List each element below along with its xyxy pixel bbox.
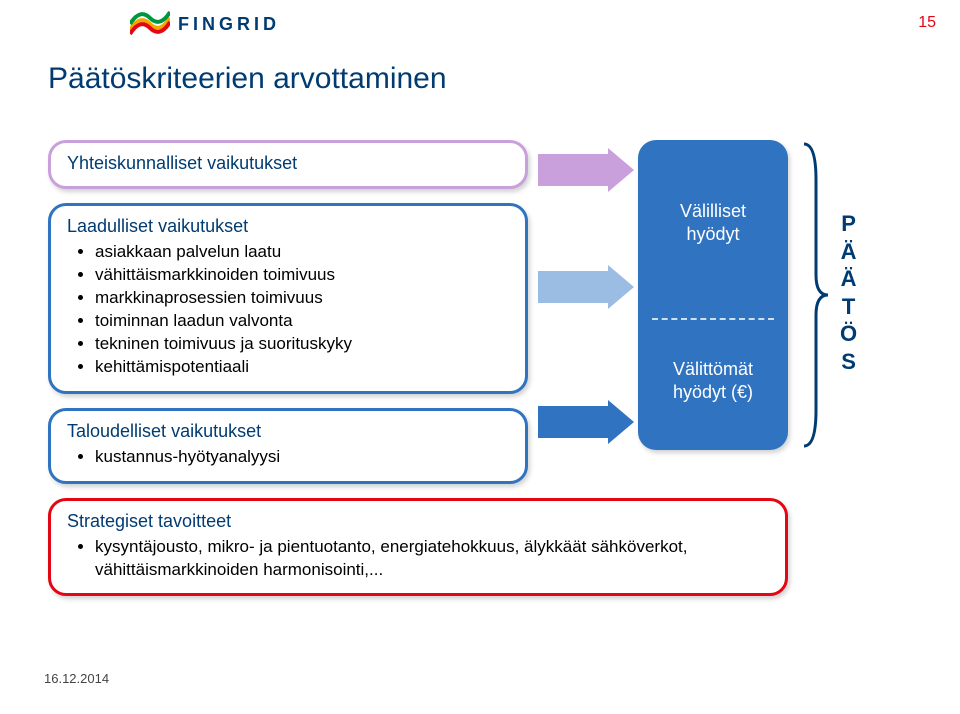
left-column: Yhteiskunnalliset vaikutukset Laadullise… bbox=[48, 140, 528, 498]
benefits-lower-l1: Välittömät bbox=[638, 358, 788, 381]
box-social: Yhteiskunnalliset vaikutukset bbox=[48, 140, 528, 189]
logo-text: FINGRID bbox=[178, 14, 280, 35]
list-item: markkinaprosessien toimivuus bbox=[95, 287, 509, 310]
footer-date: 16.12.2014 bbox=[44, 671, 109, 686]
box-social-label: Yhteiskunnalliset vaikutukset bbox=[67, 153, 509, 174]
list-item: kustannus-hyötyanalyysi bbox=[95, 446, 509, 469]
list-item: toiminnan laadun valvonta bbox=[95, 310, 509, 333]
box-strategic: Strategiset tavoitteet kysyntäjousto, mi… bbox=[48, 498, 788, 597]
decision-letter: S bbox=[840, 348, 857, 376]
benefits-upper-l1: Välilliset bbox=[638, 200, 788, 223]
list-item: tekninen toimivuus ja suorituskyky bbox=[95, 333, 509, 356]
box-qualitative: Laadulliset vaikutukset asiakkaan palvel… bbox=[48, 203, 528, 394]
benefits-lower-l2: hyödyt (€) bbox=[638, 381, 788, 404]
arrow-top-icon bbox=[538, 148, 634, 192]
benefits-upper: Välilliset hyödyt bbox=[638, 200, 788, 245]
box-economic: Taloudelliset vaikutukset kustannus-hyöt… bbox=[48, 408, 528, 484]
box-qualitative-list: asiakkaan palvelun laatu vähittäismarkki… bbox=[95, 241, 509, 379]
list-item: vähittäismarkkinoiden toimivuus bbox=[95, 264, 509, 287]
box-strategic-list: kysyntäjousto, mikro- ja pientuotanto, e… bbox=[95, 536, 769, 582]
box-economic-label: Taloudelliset vaikutukset bbox=[67, 421, 509, 442]
page-title: Päätöskriteerien arvottaminen bbox=[48, 62, 447, 96]
page-number: 15 bbox=[918, 14, 936, 32]
logo-mark-icon bbox=[130, 10, 170, 38]
list-item: kysyntäjousto, mikro- ja pientuotanto, e… bbox=[95, 536, 769, 582]
list-item: asiakkaan palvelun laatu bbox=[95, 241, 509, 264]
benefits-box: Välilliset hyödyt Välittömät hyödyt (€) bbox=[638, 140, 788, 450]
decision-letter: Ö bbox=[840, 320, 857, 348]
diagram: Yhteiskunnalliset vaikutukset Laadullise… bbox=[48, 140, 918, 610]
arrow-mid-icon bbox=[538, 265, 634, 309]
decision-label: P Ä Ä T Ö S bbox=[840, 210, 857, 375]
box-qualitative-label: Laadulliset vaikutukset bbox=[67, 216, 509, 237]
benefits-divider bbox=[652, 318, 774, 320]
decision-letter: Ä bbox=[840, 265, 857, 293]
box-strategic-wrap: Strategiset tavoitteet kysyntäjousto, mi… bbox=[48, 498, 788, 597]
brace-icon bbox=[800, 140, 830, 450]
box-economic-list: kustannus-hyötyanalyysi bbox=[95, 446, 509, 469]
decision-letter: Ä bbox=[840, 238, 857, 266]
logo: FINGRID bbox=[130, 10, 280, 38]
benefits-upper-l2: hyödyt bbox=[638, 223, 788, 246]
decision-letter: P bbox=[840, 210, 857, 238]
decision-letter: T bbox=[840, 293, 857, 321]
benefits-lower: Välittömät hyödyt (€) bbox=[638, 358, 788, 403]
list-item: kehittämispotentiaali bbox=[95, 356, 509, 379]
box-strategic-label: Strategiset tavoitteet bbox=[67, 511, 769, 532]
arrow-bot-icon bbox=[538, 400, 634, 444]
